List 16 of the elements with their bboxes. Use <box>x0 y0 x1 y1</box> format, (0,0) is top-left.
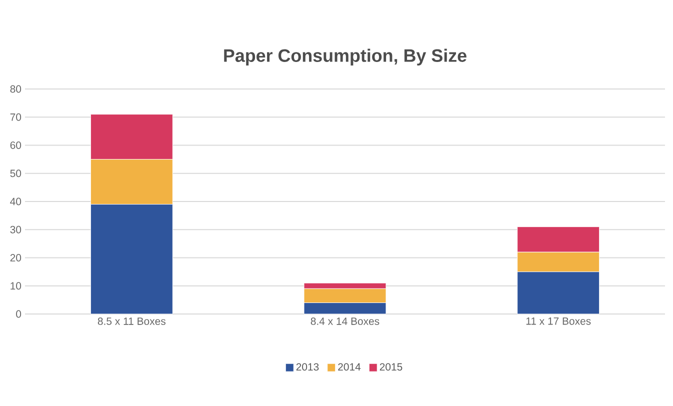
legend-label: 2013 <box>296 363 319 371</box>
y-tick-label: 30 <box>10 226 22 234</box>
chart-title: Paper Consumption, By Size <box>224 48 466 66</box>
x-tick-label: 11 x 17 Boxes <box>526 318 591 325</box>
legend-label: 2015 <box>380 363 402 371</box>
y-tick-label: 70 <box>10 113 22 121</box>
y-tick-label: 20 <box>10 254 22 262</box>
x-tick-label: 8.5 x 11 Boxes <box>98 318 166 325</box>
y-tick-label: 0 <box>16 310 22 318</box>
y-tick-label: 40 <box>10 198 22 206</box>
legend-label: 2014 <box>338 363 361 371</box>
y-tick-label: 50 <box>10 170 22 178</box>
x-tick-label: 8.4 x 14 Boxes <box>310 318 380 325</box>
y-tick-label: 80 <box>10 85 22 93</box>
y-tick-label: 10 <box>10 282 22 290</box>
y-tick-label: 60 <box>10 142 22 149</box>
